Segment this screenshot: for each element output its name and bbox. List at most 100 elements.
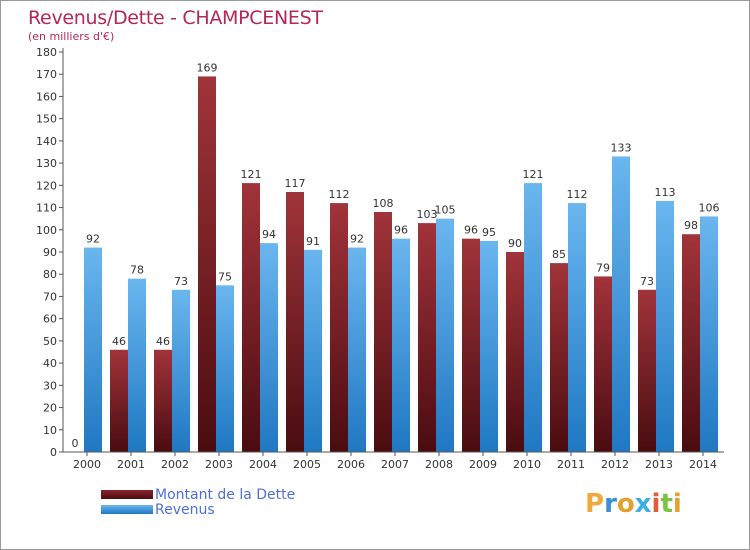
x-tick-label: 2010 <box>513 458 541 471</box>
bars <box>84 76 718 452</box>
value-label-debt: 85 <box>552 248 566 261</box>
legend: Montant de la Dette Revenus <box>101 486 296 518</box>
bar-debt <box>594 276 612 452</box>
value-label-debt: 46 <box>112 335 126 348</box>
chart-title: Revenus/Dette - CHAMPCENEST <box>28 7 323 29</box>
logo-letter: i <box>651 489 661 519</box>
bar-revenue <box>700 216 718 452</box>
x-tick-label: 2000 <box>73 458 101 471</box>
x-tick-label: 2005 <box>293 458 321 471</box>
x-tick-label: 2007 <box>381 458 409 471</box>
bar-revenue <box>480 240 498 452</box>
value-label-revenue: 112 <box>567 188 588 201</box>
y-tick-label: 180 <box>36 46 57 59</box>
bar-revenue <box>128 278 146 452</box>
value-label-revenue: 91 <box>306 235 320 248</box>
value-label-revenue: 73 <box>174 275 188 288</box>
value-label-revenue: 92 <box>86 233 100 246</box>
bar-revenue <box>436 218 454 452</box>
y-tick-label: 170 <box>36 68 57 81</box>
y-tick-label: 20 <box>43 402 57 415</box>
bar-debt <box>154 349 172 452</box>
y-axis: 0 10 20 30 40 50 60 70 80 90 100 110 120 130 140 150 160… <box>36 46 64 459</box>
x-tick-label: 2014 <box>689 458 717 471</box>
bar-debt <box>418 223 436 452</box>
value-label-debt: 46 <box>156 335 170 348</box>
value-label-revenue: 121 <box>523 168 544 181</box>
x-tick-label: 2001 <box>117 458 145 471</box>
logo-letter: o <box>616 489 635 519</box>
value-label-revenue: 94 <box>262 228 276 241</box>
bar-debt <box>286 192 304 452</box>
bar-revenue <box>172 289 190 452</box>
value-label-revenue: 105 <box>435 204 456 217</box>
bar-debt <box>506 252 524 452</box>
value-label-revenue: 92 <box>350 233 364 246</box>
y-tick-label: 10 <box>43 424 57 437</box>
value-label-debt: 98 <box>684 219 698 232</box>
x-tick-label: 2013 <box>645 458 673 471</box>
legend-item-debt: Montant de la Dette <box>101 486 296 503</box>
y-tick-label: 90 <box>43 246 57 259</box>
value-label-debt: 79 <box>596 261 610 274</box>
x-axis: 2000 2001 2002 2003 2004 2005 2006 2007 2008 2009… <box>63 451 724 471</box>
value-label-revenue: 78 <box>130 264 144 277</box>
value-label-revenue: 95 <box>482 226 496 239</box>
x-tick-label: 2004 <box>249 458 277 471</box>
y-tick-label: 130 <box>36 157 57 170</box>
bar-revenue <box>656 200 674 452</box>
y-tick-label: 150 <box>36 113 57 126</box>
value-label-debt: 0 <box>72 437 79 450</box>
logo-letter: x <box>634 489 652 519</box>
logo-letter: P <box>585 489 605 519</box>
legend-item-revenue: Revenus <box>101 502 295 518</box>
y-tick-label: 70 <box>43 290 57 303</box>
legend-label-debt: Montant de la Dette <box>155 486 296 503</box>
value-label-debt: 112 <box>329 188 350 201</box>
logo-letter: i <box>672 489 682 519</box>
value-label-debt: 169 <box>197 61 218 74</box>
y-tick-label: 80 <box>43 268 57 281</box>
legend-swatch-revenue <box>101 505 153 514</box>
value-label-revenue: 106 <box>699 201 720 214</box>
y-tick-label: 50 <box>43 335 57 348</box>
x-tick-label: 2009 <box>469 458 497 471</box>
bar-debt <box>682 234 700 452</box>
bar-revenue <box>612 156 630 452</box>
bar-debt <box>198 76 216 452</box>
value-label-debt: 108 <box>373 197 394 210</box>
value-label-revenue: 133 <box>611 141 632 154</box>
x-tick-label: 2012 <box>601 458 629 471</box>
bar-debt <box>374 212 392 452</box>
x-tick-label: 2002 <box>161 458 189 471</box>
y-tick-label: 40 <box>43 357 57 370</box>
y-tick-label: 60 <box>43 313 57 326</box>
y-tick-label: 160 <box>36 90 57 103</box>
bar-revenue <box>348 247 366 452</box>
bar-debt <box>110 349 128 452</box>
value-label-debt: 73 <box>640 275 654 288</box>
y-tick-label: 100 <box>36 224 57 237</box>
legend-swatch-debt <box>101 490 153 499</box>
bar-debt <box>242 183 260 452</box>
bar-revenue <box>392 238 410 452</box>
value-label-revenue: 113 <box>655 186 676 199</box>
bar-debt <box>330 203 348 452</box>
value-label-debt: 117 <box>285 177 306 190</box>
bar-revenue <box>260 243 278 452</box>
y-tick-label: 110 <box>36 202 57 215</box>
x-tick-label: 2006 <box>337 458 365 471</box>
value-labels: 0924678467316975121941179111292108961031… <box>72 61 720 450</box>
logo-letter: r <box>604 489 617 519</box>
bar-revenue <box>304 249 322 452</box>
y-tick-label: 120 <box>36 179 57 192</box>
proxiti-logo: Proxiti <box>585 489 682 519</box>
x-tick-label: 2011 <box>557 458 585 471</box>
value-label-debt: 103 <box>417 208 438 221</box>
bar-revenue <box>568 203 586 452</box>
bar-debt <box>550 263 568 452</box>
bar-debt <box>638 289 656 452</box>
bar-debt <box>462 238 480 452</box>
bar-revenue <box>84 247 102 452</box>
